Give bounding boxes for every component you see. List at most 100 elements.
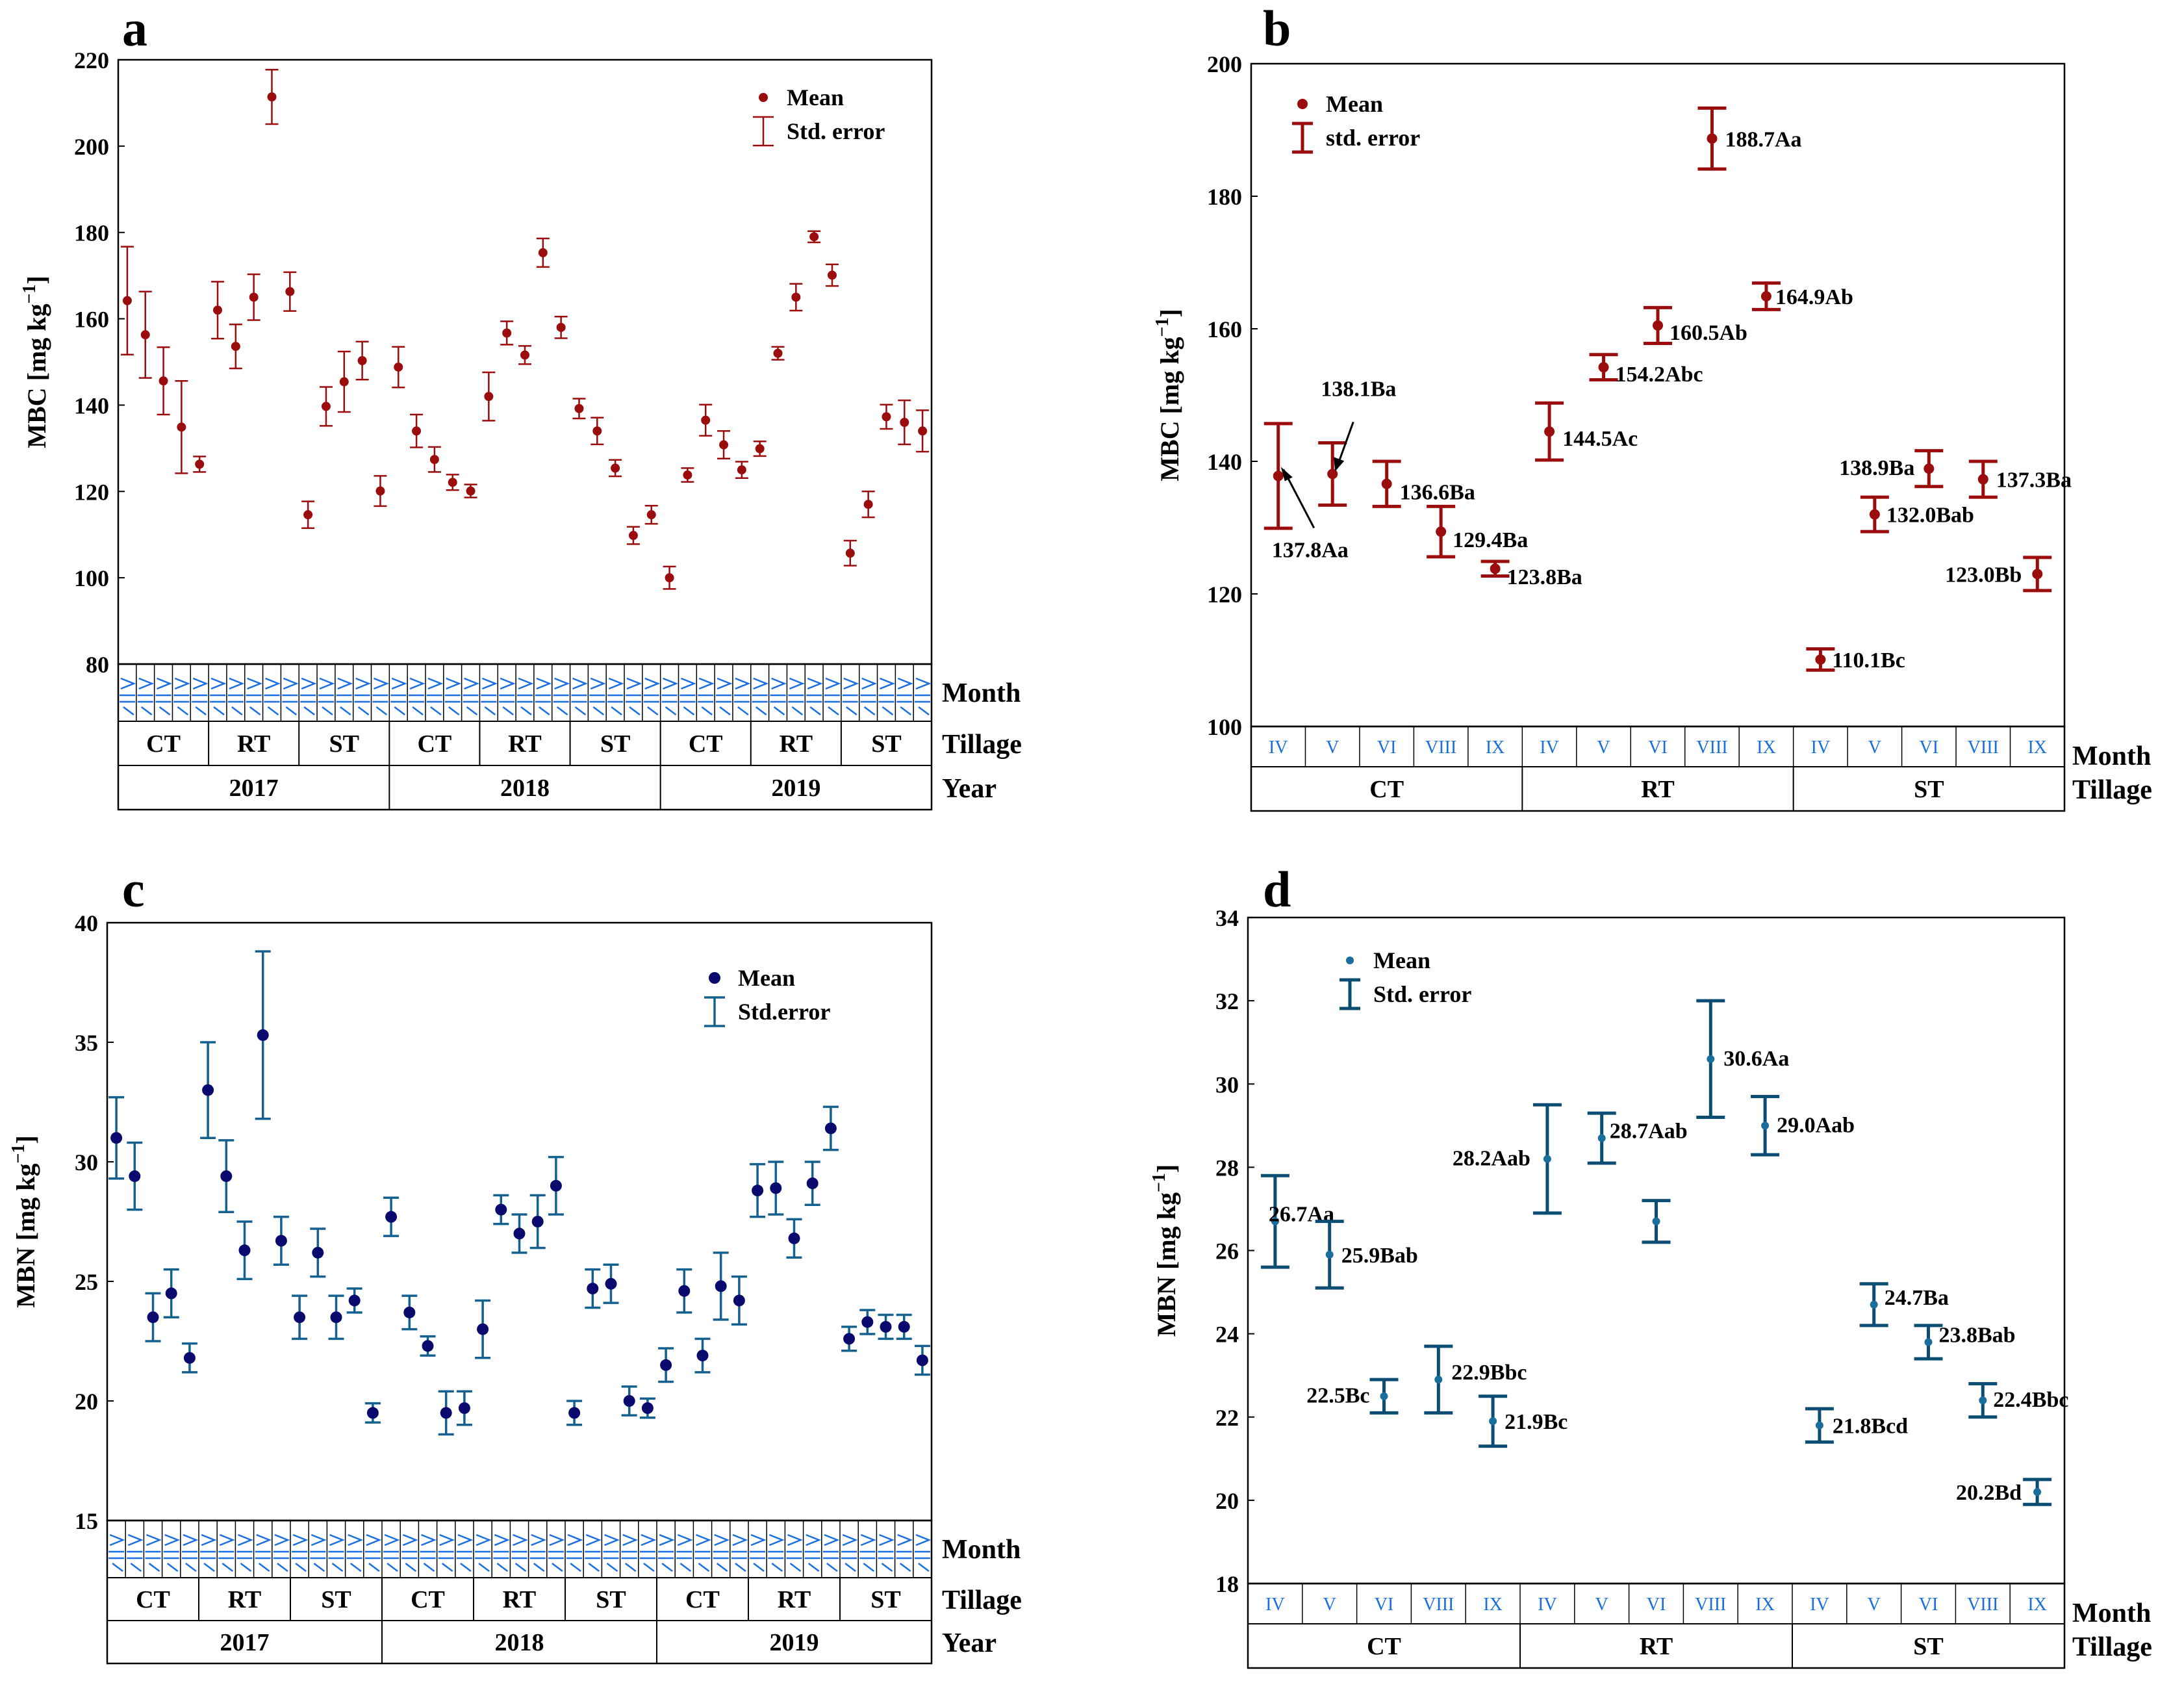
data-label: 30.6Aa: [1723, 1047, 1789, 1071]
data-label: 132.0Bab: [1886, 504, 1974, 528]
panel-letter: c: [122, 861, 145, 917]
data-point: [531, 1216, 544, 1227]
month-label: V: [1868, 738, 1881, 758]
year-label: 2018: [495, 1629, 544, 1656]
y-tick-label: 100: [1207, 714, 1242, 740]
month-mark: [770, 677, 787, 715]
data-point: [422, 1340, 434, 1352]
month-mark: [318, 677, 335, 715]
y-axis-label-superscript: −1: [1149, 1173, 1169, 1192]
month-mark: [625, 677, 642, 715]
data-label: 29.0Aab: [1777, 1113, 1855, 1137]
annotation-arrowhead: [1334, 457, 1345, 472]
data-point: [1544, 426, 1555, 437]
data-label: 22.4Bbc: [1993, 1388, 2068, 1412]
data-point: [1489, 1417, 1497, 1426]
data-point: [773, 348, 783, 358]
y-axis-label-superscript: −1: [19, 285, 40, 304]
data-point: [1760, 291, 1771, 302]
month-mark: [603, 1533, 620, 1572]
y-tick-label: 34: [1215, 905, 1239, 931]
year-label: 2019: [770, 1629, 819, 1656]
data-point: [466, 486, 476, 496]
month-label: VI: [1647, 1595, 1666, 1615]
month-mark: [804, 1533, 822, 1572]
category-table-frame: [1250, 725, 2066, 812]
month-mark: [733, 677, 751, 715]
month-label: IX: [1483, 1595, 1503, 1615]
data-label: 22.5Bc: [1306, 1384, 1369, 1408]
tillage-label: RT: [780, 730, 813, 758]
data-label: 137.8Aa: [1272, 538, 1349, 562]
data-point: [231, 342, 240, 352]
y-axis-label-superscript: −1: [1152, 318, 1173, 337]
month-mark: [553, 677, 570, 715]
data-point: [140, 330, 150, 340]
data-point: [502, 328, 512, 338]
tillage-label: RT: [1640, 1633, 1673, 1660]
month-label: IV: [1265, 1595, 1285, 1615]
month-mark: [328, 1533, 345, 1572]
row-label-month: Month: [2072, 1598, 2151, 1628]
year-label: 2017: [220, 1629, 270, 1656]
data-point: [177, 422, 186, 432]
data-point: [824, 1122, 837, 1135]
data-point: [1380, 1392, 1388, 1400]
y-tick-label: 160: [74, 307, 109, 333]
month-mark: [786, 1533, 803, 1572]
tillage-label: ST: [329, 730, 359, 758]
data-point: [641, 1402, 654, 1415]
month-mark: [264, 677, 281, 715]
data-point: [458, 1402, 470, 1415]
month-mark: [108, 1533, 125, 1572]
data-point: [678, 1285, 691, 1297]
month-mark: [426, 677, 444, 715]
data-point: [122, 296, 132, 305]
month-mark: [155, 677, 172, 715]
data-point: [249, 292, 259, 302]
row-label-month: Month: [2072, 741, 2151, 771]
month-mark: [475, 1533, 492, 1572]
tillage-label: RT: [237, 730, 270, 758]
data-label: 110.1Bc: [1832, 648, 1905, 673]
month-mark: [310, 1533, 327, 1572]
data-point: [719, 440, 729, 450]
month-label: V: [1597, 738, 1610, 758]
data-point: [770, 1182, 782, 1194]
y-tick-label: 200: [74, 134, 109, 160]
y-tick-label: 100: [74, 565, 109, 591]
y-tick-label: 80: [86, 652, 109, 678]
y-axis-label: MBC [mg kg−1]: [19, 276, 51, 448]
row-label-tillage: Tillage: [2072, 1632, 2152, 1662]
tillage-label: ST: [870, 1586, 900, 1613]
data-label: 28.7Aab: [1610, 1120, 1688, 1144]
panel-letter: b: [1263, 0, 1291, 57]
data-point: [1598, 362, 1609, 373]
month-mark: [658, 1533, 675, 1572]
month-mark: [481, 677, 498, 715]
month-mark: [236, 1533, 253, 1572]
panel-letter: a: [122, 0, 147, 57]
y-axis-label-end: ]: [1152, 1164, 1181, 1173]
data-point: [843, 1333, 856, 1345]
data-label: 137.3Ba: [1996, 468, 2072, 493]
month-mark: [517, 677, 534, 715]
category-table-frame: [1247, 1582, 2066, 1669]
data-point: [623, 1395, 635, 1407]
data-point: [882, 412, 891, 422]
month-mark: [364, 1533, 382, 1572]
month-mark: [438, 1533, 455, 1572]
data-label: 24.7Ba: [1885, 1286, 1949, 1310]
month-mark: [499, 677, 516, 715]
data-point: [1325, 1250, 1334, 1259]
y-axis-label-main: MBN [mg kg: [1152, 1192, 1181, 1337]
tillage-label: ST: [596, 1586, 626, 1613]
tillage-label: RT: [1641, 776, 1674, 803]
data-point: [898, 1320, 910, 1333]
legend-error-label: Std. error: [787, 118, 885, 144]
data-point: [294, 1311, 306, 1324]
month-mark: [768, 1533, 785, 1572]
month-mark: [639, 1533, 657, 1572]
data-point: [1869, 509, 1880, 520]
